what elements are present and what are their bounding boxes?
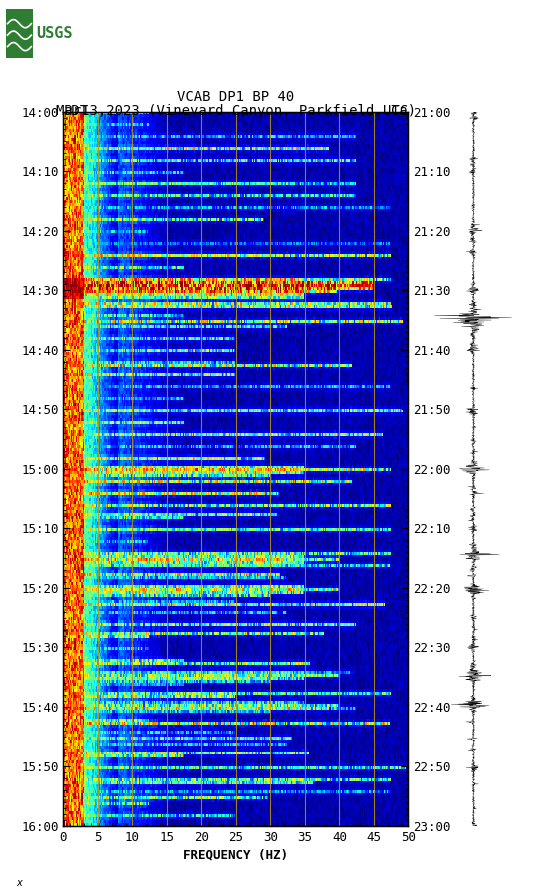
Text: PDT: PDT <box>63 104 89 118</box>
X-axis label: FREQUENCY (HZ): FREQUENCY (HZ) <box>183 848 289 861</box>
Text: Mar13,2023 (Vineyard Canyon, Parkfield, Ca): Mar13,2023 (Vineyard Canyon, Parkfield, … <box>56 104 416 118</box>
Bar <box>6 9 33 58</box>
Text: VCAB DP1 BP 40: VCAB DP1 BP 40 <box>177 90 295 104</box>
Text: USGS: USGS <box>36 26 73 41</box>
Text: x: x <box>17 878 22 888</box>
Text: UTC: UTC <box>383 104 408 118</box>
